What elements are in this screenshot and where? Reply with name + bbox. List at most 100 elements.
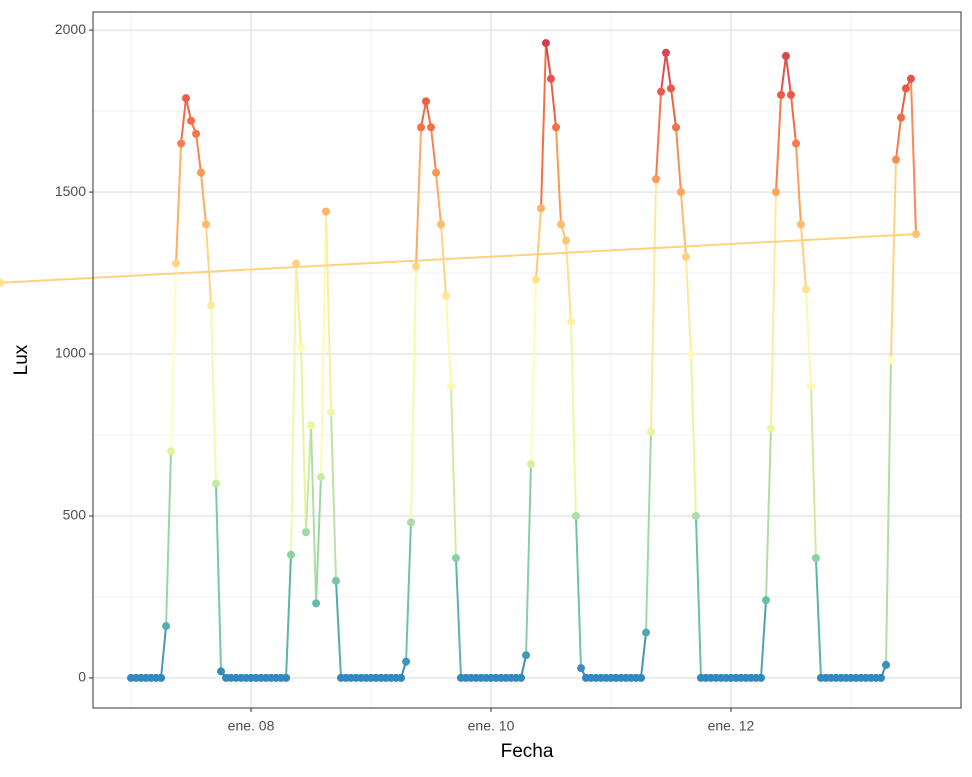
x-tick-label: ene. 08 xyxy=(228,718,275,734)
point xyxy=(897,113,906,122)
line-segment xyxy=(420,101,427,128)
line-segment xyxy=(424,101,432,128)
line-segment xyxy=(789,94,798,144)
line-segment xyxy=(544,42,552,79)
x-tick-label: ene. 10 xyxy=(468,718,515,734)
point xyxy=(537,204,546,213)
line-segment xyxy=(774,94,783,193)
point xyxy=(546,74,555,83)
point xyxy=(327,408,336,417)
line-segment xyxy=(669,88,678,128)
y-axis-title: Lux xyxy=(11,344,32,375)
x-tick-label: ene. 12 xyxy=(708,718,755,734)
line-segment xyxy=(165,451,172,627)
line-segment xyxy=(900,88,907,118)
point xyxy=(801,285,810,294)
line-segment xyxy=(574,515,582,669)
line-segment xyxy=(784,55,792,96)
line-segment xyxy=(0,233,917,284)
point xyxy=(286,550,295,559)
line-segment xyxy=(639,632,648,678)
y-tick-label: 500 xyxy=(63,507,87,523)
point xyxy=(571,511,580,520)
y-tick-label: 2000 xyxy=(55,21,86,37)
point xyxy=(672,123,681,132)
line-segment xyxy=(289,263,298,555)
point xyxy=(906,74,915,83)
line-segment xyxy=(310,425,318,604)
point xyxy=(322,207,331,216)
line-segment xyxy=(675,127,682,193)
point xyxy=(766,424,775,433)
series xyxy=(0,39,921,682)
line-segment xyxy=(319,211,328,478)
line-segment xyxy=(664,52,672,89)
panel-border xyxy=(92,11,962,709)
point xyxy=(576,664,585,673)
line-segment xyxy=(885,360,892,665)
point xyxy=(517,673,526,682)
line-segment xyxy=(570,321,577,516)
point xyxy=(681,252,690,261)
line-segment xyxy=(160,625,168,678)
line-segment xyxy=(180,98,187,144)
point xyxy=(807,382,816,391)
grid xyxy=(93,12,961,708)
point xyxy=(432,168,441,177)
line-segment xyxy=(304,425,313,533)
point xyxy=(301,528,310,537)
point xyxy=(666,84,675,93)
point xyxy=(297,343,306,352)
line-segment xyxy=(694,515,702,678)
line-segment xyxy=(564,240,573,322)
point xyxy=(196,168,205,177)
point xyxy=(882,660,891,669)
line-segment xyxy=(169,263,178,452)
point xyxy=(792,139,801,148)
point xyxy=(402,657,411,666)
line-segment xyxy=(804,289,813,387)
line-segment xyxy=(300,347,307,533)
point xyxy=(786,90,795,99)
line-segment xyxy=(814,558,822,678)
line-segment xyxy=(684,256,693,355)
point xyxy=(552,123,561,132)
line-segment xyxy=(445,295,453,387)
line-segment xyxy=(550,78,558,128)
line-segment xyxy=(334,580,343,678)
y-tick-label: 1000 xyxy=(55,345,86,361)
point xyxy=(531,275,540,284)
point xyxy=(412,262,421,271)
line-segment xyxy=(325,211,333,413)
point xyxy=(442,291,451,300)
line-segment xyxy=(799,224,807,290)
point xyxy=(166,447,175,456)
line-segment xyxy=(214,483,223,672)
point xyxy=(192,129,201,138)
line-segment xyxy=(405,522,412,662)
point xyxy=(561,236,570,245)
point xyxy=(687,350,696,359)
y-tick-label: 1500 xyxy=(55,183,86,199)
point xyxy=(901,84,910,93)
line-segment xyxy=(780,55,787,96)
x-axis-title: Fecha xyxy=(501,741,554,762)
point xyxy=(312,599,321,608)
point xyxy=(406,518,415,527)
point xyxy=(162,622,171,631)
point xyxy=(217,667,226,676)
point xyxy=(522,651,531,660)
point xyxy=(636,673,645,682)
line-segment xyxy=(810,386,817,559)
point xyxy=(876,673,885,682)
point xyxy=(781,52,790,61)
point xyxy=(282,673,291,682)
point xyxy=(447,382,456,391)
line-segment xyxy=(660,52,667,92)
point xyxy=(691,511,700,520)
point xyxy=(541,39,550,48)
line-segment xyxy=(330,412,337,581)
point xyxy=(526,460,535,469)
line-segment xyxy=(195,133,202,173)
point xyxy=(187,116,196,125)
